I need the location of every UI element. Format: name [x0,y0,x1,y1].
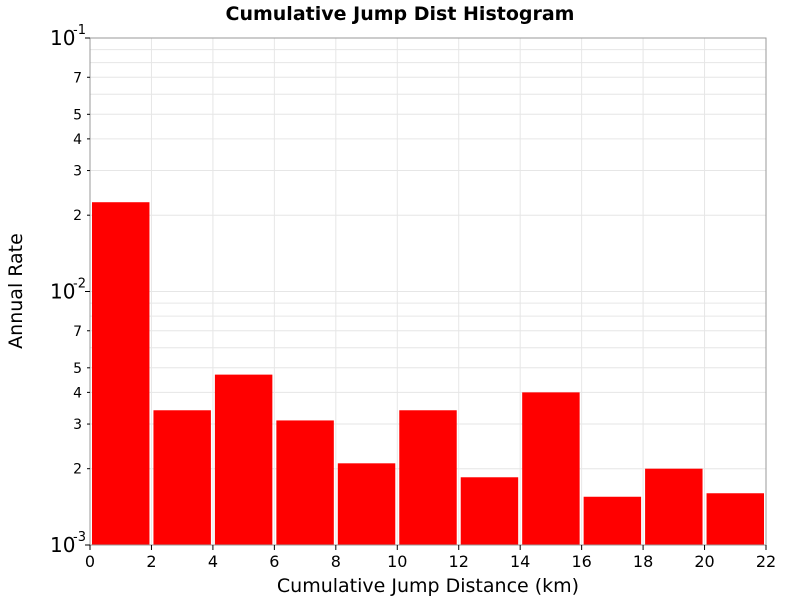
x-tick-label: 12 [449,552,469,571]
y-decade-base: 10 [50,280,75,304]
y-minor-tick-label: 4 [73,132,82,148]
x-tick-label: 4 [208,552,218,571]
x-tick-label: 22 [756,552,776,571]
y-minor-tick-label: 3 [73,164,82,180]
y-minor-tick-label: 7 [73,70,82,86]
histogram-bar [706,493,764,545]
y-decade-exponent: -1 [73,23,86,38]
x-axis-ticks: 0 2 4 6 8 10 12 14 16 18 20 22 [85,545,776,571]
x-tick-label: 16 [571,552,591,571]
y-minor-tick-label: 5 [73,361,82,377]
y-decade-base: 10 [50,533,75,557]
x-tick-label: 8 [331,552,341,571]
histogram-bar [276,420,334,545]
x-tick-label: 20 [694,552,714,571]
x-tick-label: 0 [85,552,95,571]
y-minor-tick-label: 7 [73,324,82,340]
histogram-bar [460,477,519,545]
y-decade-base: 10 [50,26,75,50]
y-minor-tick-label: 5 [73,107,82,123]
histogram-bar [583,496,642,545]
y-minor-tick-label: 3 [73,417,82,433]
histogram-bar [645,468,703,545]
histogram-bar [522,392,580,545]
chart-title: Cumulative Jump Dist Histogram [226,3,575,25]
histogram-bar [153,410,211,545]
y-minor-tick-label: 2 [73,208,82,224]
histogram-bar [92,202,150,545]
y-minor-tick-label: 2 [73,462,82,478]
histogram-bar [399,410,457,545]
histogram-bar [337,463,396,545]
x-tick-label: 6 [269,552,279,571]
y-decade-exponent: -2 [73,277,86,292]
y-decade-exponent: -3 [73,530,86,545]
bar-group [92,202,764,545]
x-tick-label: 14 [510,552,530,571]
x-tick-label: 2 [146,552,156,571]
y-minor-tick-label: 4 [73,385,82,401]
x-axis-label: Cumulative Jump Distance (km) [277,575,579,597]
x-tick-label: 18 [633,552,653,571]
x-tick-label: 10 [387,552,407,571]
grid-lines [89,38,767,546]
y-axis-label: Annual Rate [5,233,27,349]
histogram-bar [214,374,273,545]
